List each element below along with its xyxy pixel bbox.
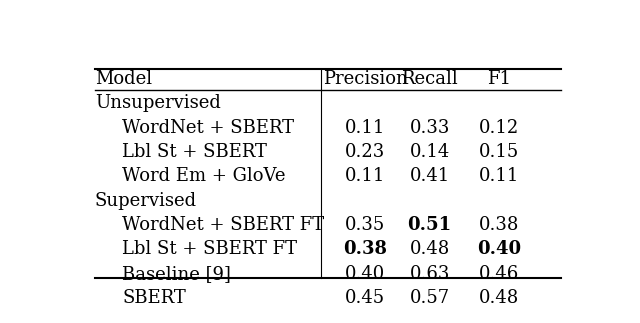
Text: 0.35: 0.35 (345, 216, 385, 234)
Text: 0.11: 0.11 (479, 167, 519, 185)
Text: 0.40: 0.40 (477, 240, 521, 258)
Text: WordNet + SBERT: WordNet + SBERT (122, 119, 294, 137)
Text: 0.11: 0.11 (345, 119, 385, 137)
Text: 0.48: 0.48 (410, 240, 450, 258)
Text: 0.51: 0.51 (408, 216, 452, 234)
Text: Supervised: Supervised (95, 192, 197, 210)
Text: WordNet + SBERT FT: WordNet + SBERT FT (122, 216, 324, 234)
Text: 0.45: 0.45 (345, 289, 385, 307)
Text: 0.14: 0.14 (410, 143, 450, 161)
Text: 0.23: 0.23 (345, 143, 385, 161)
Text: 0.41: 0.41 (410, 167, 450, 185)
Text: 0.15: 0.15 (479, 143, 519, 161)
Text: 0.63: 0.63 (410, 265, 450, 283)
Text: Model: Model (95, 70, 152, 88)
Text: Recall: Recall (401, 70, 458, 88)
Text: F1: F1 (487, 70, 511, 88)
Text: 0.40: 0.40 (345, 265, 385, 283)
Text: Word Em + GloVe: Word Em + GloVe (122, 167, 285, 185)
Text: 0.38: 0.38 (479, 216, 519, 234)
Text: Baseline [9]: Baseline [9] (122, 265, 231, 283)
Text: 0.33: 0.33 (410, 119, 450, 137)
Text: Precision: Precision (323, 70, 408, 88)
Text: 0.12: 0.12 (479, 119, 519, 137)
Text: Lbl St + SBERT: Lbl St + SBERT (122, 143, 267, 161)
Text: 0.57: 0.57 (410, 289, 450, 307)
Text: 0.48: 0.48 (479, 289, 519, 307)
Text: Lbl St + SBERT FT: Lbl St + SBERT FT (122, 240, 297, 258)
Text: SBERT: SBERT (122, 289, 186, 307)
Text: Unsupervised: Unsupervised (95, 94, 221, 112)
Text: 0.46: 0.46 (479, 265, 519, 283)
Text: 0.11: 0.11 (345, 167, 385, 185)
Text: 0.38: 0.38 (343, 240, 387, 258)
